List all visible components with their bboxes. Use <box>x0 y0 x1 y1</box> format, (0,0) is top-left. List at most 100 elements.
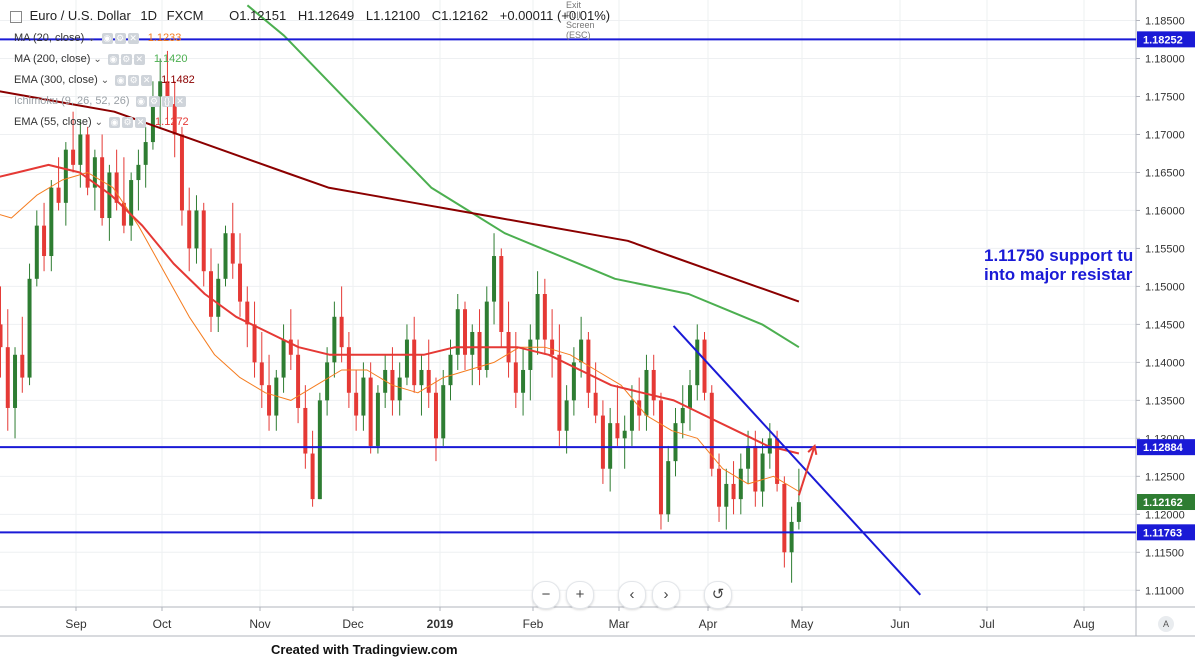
eye-icon[interactable]: ◉ <box>115 74 127 86</box>
candle-body <box>717 468 722 507</box>
indicator-label: Ichimoku (9, 26, 52, 26) <box>14 95 130 107</box>
eye-icon[interactable]: ◉ <box>101 32 113 44</box>
exit-fullscreen-hint[interactable]: Exit Full Screen (ESC) <box>566 0 595 40</box>
x-tick-label: 2019 <box>427 617 454 631</box>
zoom-out-button[interactable]: − <box>532 581 560 609</box>
indicator-ema300[interactable]: EMA (300, close) ⌄ ◉ ⚙ ✕ 1.1482 <box>14 74 195 86</box>
y-tick-label: 1.17500 <box>1145 91 1185 103</box>
gear-icon[interactable]: ⚙ <box>122 116 134 128</box>
candle-body <box>499 256 504 332</box>
indicator-label: MA (200, close) <box>14 53 91 65</box>
chevron-down-icon[interactable]: ⌄ <box>100 74 110 86</box>
candle-body <box>208 271 213 317</box>
candle-body <box>238 263 243 302</box>
candle-body <box>695 339 700 386</box>
candle-body <box>223 233 228 279</box>
indicator-ichimoku[interactable]: Ichimoku (9, 26, 52, 26) ◉ ⚙{} ✕ <box>14 95 186 107</box>
close-icon[interactable]: ✕ <box>141 74 153 86</box>
candle-body <box>600 415 605 469</box>
candle-body <box>426 369 431 393</box>
candle-body <box>513 362 518 393</box>
eye-icon[interactable]: ◉ <box>107 53 119 65</box>
candle-body <box>550 339 555 355</box>
candle-body <box>187 210 192 249</box>
candle-body <box>230 233 235 264</box>
candle-body <box>564 400 569 431</box>
indicator-ma20[interactable]: MA (20, close) ⌄ ◉ ⚙ ✕ 1.1233 <box>14 32 181 44</box>
gear-icon[interactable]: ⚙ <box>128 74 140 86</box>
chart-annotation: 1.11750 support tu into major resistar <box>984 246 1135 284</box>
candle-body <box>571 362 576 401</box>
candle-body <box>325 362 330 401</box>
y-tick-label: 1.12000 <box>1145 509 1185 521</box>
gear-icon[interactable]: ⚙ <box>148 95 160 107</box>
moving-average-line <box>0 163 800 455</box>
candle-body <box>63 149 68 203</box>
x-tick-label: Apr <box>699 617 718 631</box>
scroll-left-button[interactable]: ‹ <box>618 581 646 609</box>
symbol-name[interactable]: Euro / U.S. Dollar <box>29 8 131 23</box>
candle-body <box>201 210 206 272</box>
x-tick-label: Oct <box>153 617 172 631</box>
scroll-right-button[interactable]: › <box>652 581 680 609</box>
symbol-header: Euro / U.S. Dollar 1D FXCM O1.12151 H1.1… <box>10 8 610 23</box>
gear-icon[interactable]: ⚙ <box>120 53 132 65</box>
candle-body <box>252 324 257 363</box>
interval-label[interactable]: 1D <box>140 8 158 23</box>
chevron-down-icon[interactable]: ⌄ <box>94 116 104 128</box>
annotation-line-1: 1.11750 support tu <box>984 246 1134 265</box>
eye-icon[interactable]: ◉ <box>109 116 121 128</box>
y-tick-label: 1.11500 <box>1145 547 1184 559</box>
gear-icon[interactable]: ⚙ <box>114 32 126 44</box>
close-icon[interactable]: ✕ <box>127 32 139 44</box>
candle-body <box>332 316 337 363</box>
indicator-value: 1.1482 <box>161 74 195 86</box>
reset-chart-button[interactable]: ↺ <box>704 581 732 609</box>
candle-body <box>375 392 380 446</box>
close-icon[interactable]: ✕ <box>135 116 147 128</box>
y-tick-label: 1.11000 <box>1145 585 1184 597</box>
candle-body <box>782 483 787 553</box>
open-value: O1.12151 <box>229 8 287 23</box>
candle-body <box>0 324 3 348</box>
source-label: FXCM <box>166 8 204 23</box>
candle-body <box>433 392 438 439</box>
source-code-icon[interactable]: {} <box>161 95 173 107</box>
symbol-checkbox-icon[interactable] <box>10 10 22 23</box>
candle-body <box>535 294 540 340</box>
close-icon[interactable]: ✕ <box>174 95 186 107</box>
zoom-in-button[interactable]: + <box>566 581 594 609</box>
candle-body <box>651 369 656 401</box>
change-value: +0.00011 (+0.01%) <box>499 8 611 23</box>
candle-body <box>165 81 170 105</box>
x-tick-label: May <box>791 617 814 631</box>
candle-body <box>579 339 584 363</box>
indicator-ma200[interactable]: MA (200, close) ⌄ ◉ ⚙ ✕ 1.1420 <box>14 53 187 65</box>
indicator-value: 1.1233 <box>147 32 182 44</box>
chevron-down-icon[interactable]: ⌄ <box>87 32 96 44</box>
indicator-ema55[interactable]: EMA (55, close) ⌄ ◉ ⚙ ✕ 1.1272 <box>14 116 189 128</box>
annotation-line-2: into major resistar <box>984 265 1133 284</box>
eye-off-icon[interactable]: ◉ <box>135 95 147 107</box>
chevron-down-icon[interactable]: ⌄ <box>93 53 102 65</box>
candle-body <box>150 96 155 143</box>
candle-body <box>267 385 272 416</box>
y-tick-label: 1.14000 <box>1145 357 1185 369</box>
indicator-label: MA (20, close) <box>14 32 85 44</box>
candle-body <box>470 331 475 355</box>
candle-body <box>107 172 112 219</box>
chart-navigation: − + ‹ › ↺ <box>532 581 732 609</box>
candle-body <box>281 339 286 378</box>
auto-scale-button[interactable]: A <box>1158 616 1174 632</box>
candle-body <box>441 385 446 439</box>
candle-body <box>85 134 90 188</box>
close-icon[interactable]: ✕ <box>133 53 145 65</box>
candle-body <box>753 445 758 492</box>
candle-body <box>20 354 25 378</box>
candle-body <box>179 134 184 211</box>
candle-body <box>245 301 250 325</box>
y-tick-label: 1.17000 <box>1145 129 1185 141</box>
candle-body <box>731 483 736 500</box>
